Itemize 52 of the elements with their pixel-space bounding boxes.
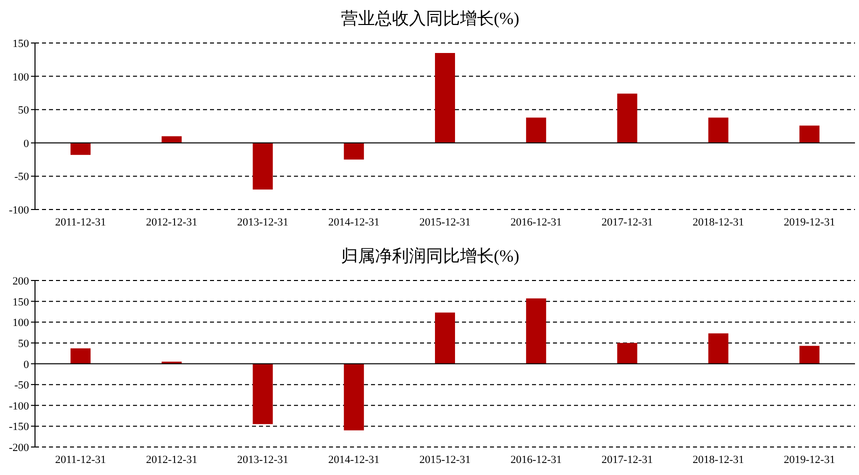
y-tick-label: 0	[24, 138, 30, 150]
bar	[799, 126, 820, 143]
y-tick-label: -200	[8, 442, 30, 454]
x-tick-label: 2017-12-31	[602, 216, 653, 228]
bar	[252, 142, 273, 190]
bar	[708, 333, 728, 364]
x-tick-label: 2019-12-31	[784, 454, 836, 466]
x-tick-label: 2017-12-31	[602, 454, 653, 466]
y-tick-label: 150	[12, 38, 30, 50]
bar	[617, 94, 638, 143]
x-tick-label: 2018-12-31	[692, 454, 744, 466]
x-tick-label: 2012-12-31	[146, 216, 198, 228]
x-tick-label: 2014-12-31	[328, 216, 380, 228]
y-tick-label: 100	[12, 71, 30, 84]
bar	[252, 364, 273, 424]
x-tick-label: 2016-12-31	[510, 454, 562, 466]
bar	[526, 298, 546, 364]
bar	[434, 52, 456, 143]
bar	[70, 348, 91, 364]
y-tick-label: -100	[8, 204, 30, 216]
bar	[344, 364, 364, 430]
bar	[526, 118, 546, 143]
x-tick-label: 2013-12-31	[237, 216, 288, 228]
y-tick-label: 50	[18, 338, 30, 350]
chart-title: 归属净利润同比增长(%)	[340, 246, 520, 266]
y-tick-label: 200	[12, 276, 30, 288]
y-tick-label: 100	[12, 317, 30, 330]
x-tick-label: 2015-12-31	[419, 454, 471, 466]
bar	[162, 136, 182, 143]
y-tick-label: 0	[24, 358, 30, 371]
y-tick-label: -100	[8, 400, 30, 412]
x-tick-label: 2015-12-31	[419, 216, 471, 228]
x-tick-label: 2011-12-31	[55, 454, 106, 466]
bar	[70, 142, 91, 155]
y-tick-label: 150	[12, 296, 30, 308]
x-tick-label: 2012-12-31	[146, 454, 198, 466]
x-tick-label: 2013-12-31	[237, 454, 288, 466]
bar	[708, 118, 728, 143]
bar	[799, 346, 820, 364]
y-tick-label: -50	[14, 171, 30, 184]
bar	[617, 342, 638, 364]
x-tick-label: 2018-12-31	[692, 216, 744, 228]
x-tick-label: 2014-12-31	[328, 454, 380, 466]
bar	[344, 142, 364, 160]
x-tick-label: 2016-12-31	[510, 216, 562, 228]
x-tick-label: 2011-12-31	[55, 216, 106, 228]
bar	[434, 312, 456, 364]
chart-title: 营业总收入同比增长(%)	[340, 9, 520, 28]
y-tick-label: 50	[18, 104, 30, 117]
x-tick-label: 2019-12-31	[784, 216, 836, 228]
y-tick-label: -50	[14, 380, 30, 392]
y-tick-label: -150	[8, 421, 30, 434]
